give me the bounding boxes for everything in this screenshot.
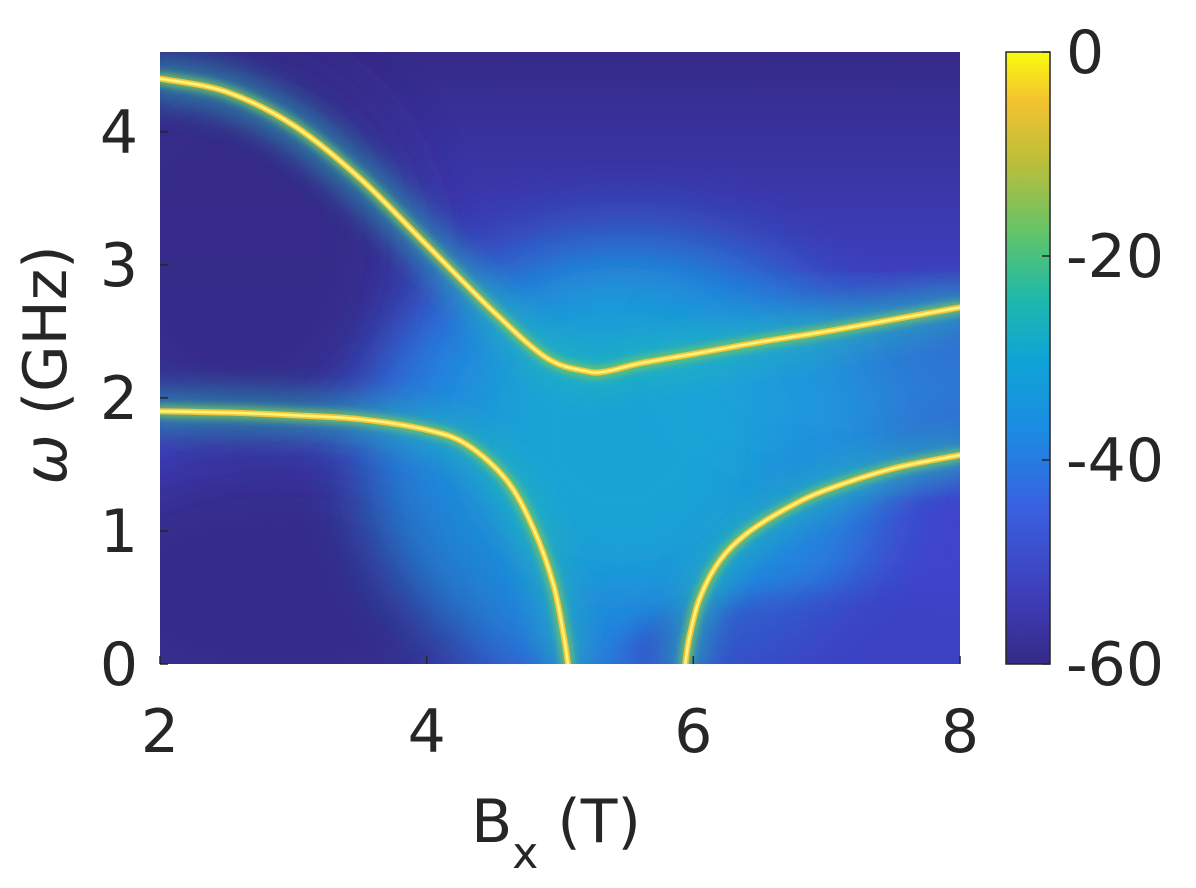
- curve-3-line: [684, 453, 960, 664]
- y-axis: 0 1 2 3 4: [100, 98, 168, 700]
- resonance-curves: [160, 56, 960, 664]
- x-tick-label: 4: [408, 697, 446, 767]
- y-tick-label: 1: [100, 497, 138, 567]
- colorbar-tick-label: -60: [1066, 630, 1164, 700]
- colorbar-tick-label: 0: [1066, 18, 1104, 88]
- colorbar: 0 -20 -40 -60: [1005, 18, 1164, 700]
- colorbar-ticks: 0 -20 -40 -60: [1042, 18, 1164, 700]
- y-tick-label: 2: [100, 364, 138, 434]
- colorbar-tick-label: -20: [1066, 222, 1164, 292]
- colorbar-gradient: [1005, 51, 1051, 665]
- y-axis-label: ω (GHz): [11, 245, 81, 484]
- x-axis: 2 4 6 8: [141, 656, 979, 767]
- y-tick-label: 0: [100, 630, 138, 700]
- x-tick-label: 6: [674, 697, 712, 767]
- y-tick-label: 4: [100, 98, 138, 168]
- curve-1-line: [160, 77, 960, 374]
- x-axis-label: Bx (T): [471, 787, 641, 879]
- x-tick-label: 2: [141, 697, 179, 767]
- curve-2-line: [160, 409, 570, 664]
- x-tick-label: 8: [941, 697, 979, 767]
- y-tick-label: 3: [100, 231, 138, 301]
- plot-area: [160, 52, 960, 664]
- colorbar-tick-label: -40: [1066, 426, 1164, 496]
